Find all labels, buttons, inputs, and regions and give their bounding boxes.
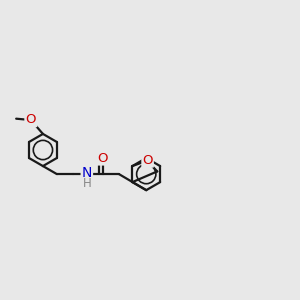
Text: N: N bbox=[82, 166, 92, 180]
Text: O: O bbox=[142, 154, 153, 167]
Text: O: O bbox=[26, 113, 36, 126]
Text: O: O bbox=[98, 152, 108, 164]
Text: H: H bbox=[82, 177, 91, 190]
